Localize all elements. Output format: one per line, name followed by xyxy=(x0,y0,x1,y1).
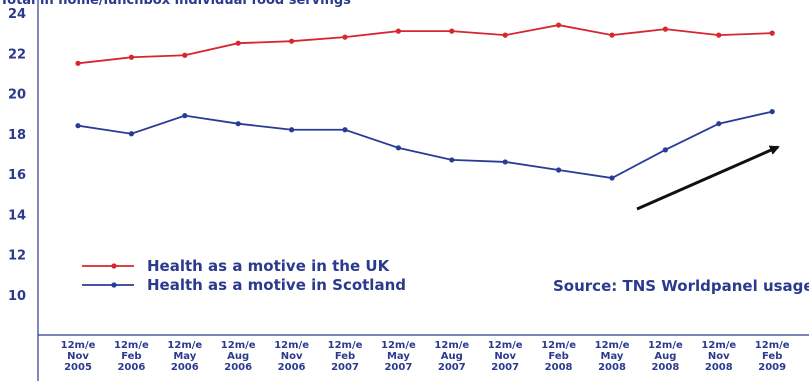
y-tick-label: 12 xyxy=(8,249,26,264)
x-tick-label: 12m/e Feb 2006 xyxy=(114,340,149,373)
x-tick-label: 12m/e Nov 2005 xyxy=(61,340,96,373)
data-point xyxy=(449,28,455,34)
legend-swatch-marker xyxy=(111,282,117,288)
series-line-1 xyxy=(77,110,773,179)
data-point xyxy=(128,131,134,137)
y-tick-label: 22 xyxy=(8,47,26,62)
data-point xyxy=(769,30,775,36)
x-axis: 12m/e Nov 2005 12m/e Feb 2006 12m/e May 2006 12m/… xyxy=(38,334,809,373)
data-point xyxy=(75,123,81,129)
data-point xyxy=(75,60,81,66)
x-tick-label: 12m/e May 2006 xyxy=(167,340,202,373)
data-point xyxy=(182,52,188,58)
data-point xyxy=(235,40,241,46)
chart-title: Total in home/lunchbox individual food s… xyxy=(0,0,351,8)
legend-label: Health as a motive in the UK xyxy=(147,257,391,275)
x-tick-label: 12m/e May 2008 xyxy=(595,340,630,373)
data-point xyxy=(342,127,348,133)
data-point xyxy=(342,34,348,40)
y-tick-label: 16 xyxy=(8,168,26,183)
data-point xyxy=(182,113,188,119)
x-tick-label: 12m/e Aug 2008 xyxy=(648,340,683,373)
data-point xyxy=(235,121,241,127)
data-point xyxy=(556,167,562,173)
data-point xyxy=(662,147,669,153)
data-point xyxy=(716,121,722,127)
data-point xyxy=(502,32,508,38)
x-tick-label: 12m/e Nov 2008 xyxy=(701,340,736,373)
y-axis: 10 12 14 16 18 20 22 24 xyxy=(8,0,39,381)
legend-swatch-marker xyxy=(111,263,117,269)
y-tick-label: 14 xyxy=(8,208,26,223)
x-tick-label: 12m/e Feb 2007 xyxy=(328,340,363,373)
x-tick-label: 12m/e May 2007 xyxy=(381,340,416,373)
data-point xyxy=(449,157,455,163)
x-tick-label: 12m/e Feb 2009 xyxy=(755,340,790,373)
trend-arrow xyxy=(636,145,780,211)
data-point xyxy=(128,54,134,60)
data-point xyxy=(502,159,508,165)
data-point xyxy=(609,32,615,38)
series-layer xyxy=(75,22,775,181)
data-point xyxy=(289,38,295,44)
data-point xyxy=(395,28,401,34)
data-point xyxy=(769,109,775,115)
y-tick-label: 18 xyxy=(8,128,26,143)
y-tick-label: 20 xyxy=(8,88,26,103)
data-point xyxy=(609,175,615,181)
x-tick-label: 12m/e Nov 2006 xyxy=(274,340,309,373)
x-tick-label: 12m/e Aug 2006 xyxy=(221,340,256,373)
x-tick-label: 12m/e Feb 2008 xyxy=(541,340,576,373)
x-tick-label: 12m/e Aug 2007 xyxy=(434,340,469,373)
data-point xyxy=(716,32,722,38)
data-point xyxy=(556,22,562,28)
data-point xyxy=(662,26,669,32)
source-annotation: Source: TNS Worldpanel usage xyxy=(553,277,809,295)
legend-label: Health as a motive in Scotland xyxy=(147,276,406,294)
data-point xyxy=(395,145,401,151)
data-point xyxy=(289,127,295,133)
y-tick-label: 10 xyxy=(8,289,26,304)
series-line-0 xyxy=(77,24,773,65)
y-tick-label: 24 xyxy=(8,7,26,22)
x-tick-label: 12m/e Nov 2007 xyxy=(488,340,523,373)
